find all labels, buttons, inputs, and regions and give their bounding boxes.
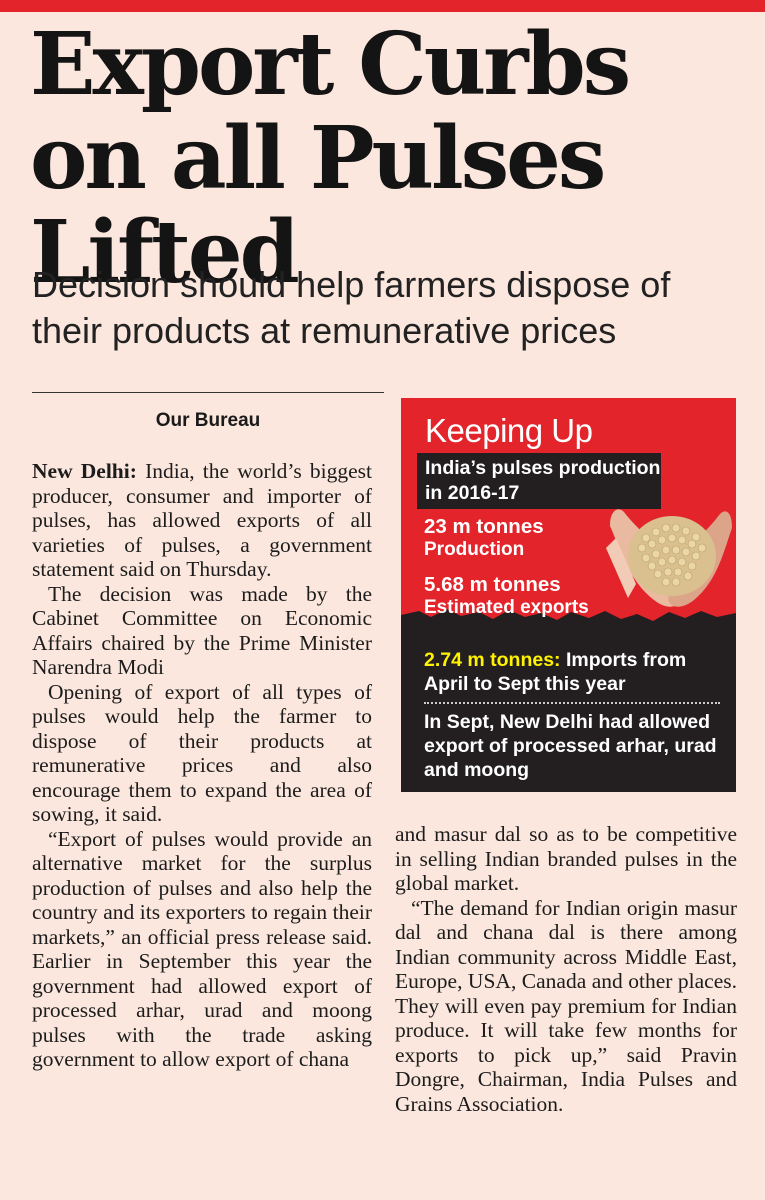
- stat-production-value: 23 m tonnes: [424, 515, 544, 538]
- imports-text: Imports from April to Sept this year: [424, 649, 687, 695]
- imports-stat: 2.74 m tonnes: Imports from April to Sep…: [424, 648, 729, 696]
- paragraph-5: “The demand for Indian origin masur dal …: [395, 895, 737, 1116]
- stat-production: 23 m tonnes Production: [424, 515, 544, 561]
- stat-exports-value: 5.68 m tonnes: [424, 573, 561, 596]
- paragraph-3: Opening of export of all types of pulses…: [32, 679, 372, 827]
- paragraph-1-text: India, the world’s biggest producer, con…: [32, 459, 372, 581]
- imports-value: 2.74 m tonnes:: [424, 649, 561, 671]
- paragraph-1: New Delhi: India, the world’s biggest pr…: [32, 459, 372, 582]
- torn-edge-graphic: [401, 609, 736, 648]
- stat-exports: 5.68 m tonnes Estimated exports: [424, 573, 589, 619]
- byline: Our Bureau: [155, 410, 261, 431]
- stat-exports-label: Estimated exports: [424, 597, 589, 618]
- headline: Export Curbs on all Pulses Lifted: [30, 14, 631, 303]
- paragraph-4: “Export of pulses would provide an alter…: [32, 826, 372, 1072]
- hands-with-pulses-illustration: [606, 509, 732, 607]
- paragraph-2: The decision was made by the Cabinet Com…: [32, 581, 372, 680]
- top-accent-bar: [0, 0, 765, 12]
- byline-divider: [32, 392, 384, 393]
- dateline: New Delhi:: [32, 459, 137, 483]
- september-note: In Sept, New Delhi had allowed export of…: [424, 711, 717, 781]
- infobox-band: India’s pulses production in 2016-17: [417, 453, 661, 509]
- dotted-divider: [424, 702, 720, 704]
- infobox-keeping-up: Keeping Up India’s pulses production in …: [401, 398, 736, 792]
- stat-production-label: Production: [424, 539, 525, 560]
- subheadline: Decision should help farmers dispose of …: [32, 264, 671, 351]
- article-column-2: and masur dal so as to be competitive in…: [395, 822, 737, 1116]
- paragraph-4-continued: and masur dal so as to be competitive in…: [395, 822, 737, 895]
- article-column-1: New Delhi: India, the world’s biggest pr…: [32, 459, 372, 1072]
- infobox-title: Keeping Up: [425, 412, 593, 449]
